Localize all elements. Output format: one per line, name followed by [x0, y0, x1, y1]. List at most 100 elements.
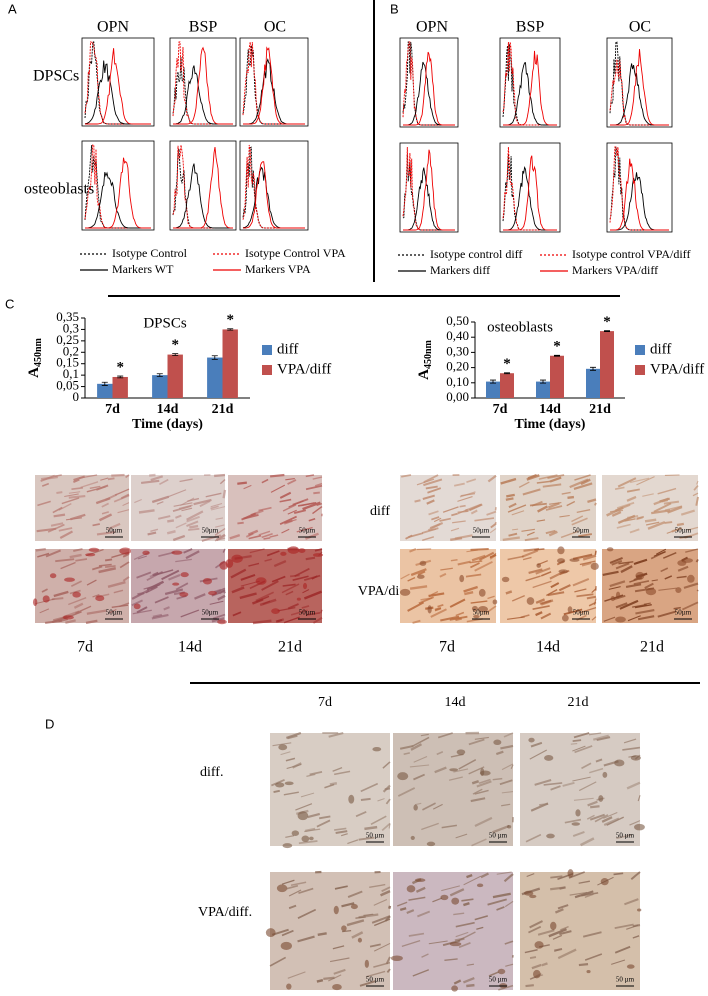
cell: [626, 781, 641, 790]
cell: [596, 736, 611, 742]
cell: [355, 916, 366, 919]
cell: [212, 613, 226, 620]
cell: [164, 588, 184, 596]
cell: [589, 813, 606, 821]
cell: [373, 961, 391, 968]
cell: [421, 822, 439, 831]
cell: [525, 984, 534, 988]
cell: [178, 504, 193, 510]
cell: [501, 791, 514, 794]
scale-bar-label: 50µm: [202, 527, 219, 535]
cell: [574, 745, 593, 754]
cell: [288, 904, 297, 910]
stain-spot: [282, 843, 293, 849]
cell: [458, 942, 471, 949]
cell: [611, 559, 623, 566]
cell: [413, 773, 426, 781]
histogram-curve: [402, 154, 455, 231]
stain-spot: [497, 968, 506, 975]
cell: [319, 815, 331, 820]
cell: [502, 536, 520, 541]
cell: [663, 552, 677, 559]
chart-title: DPSCs: [143, 315, 187, 331]
cell: [107, 580, 126, 588]
cell: [156, 501, 164, 505]
cell: [470, 547, 489, 551]
cell: [290, 881, 307, 887]
cell: [664, 521, 673, 524]
cell: [409, 548, 417, 553]
cell: [549, 476, 562, 483]
scale-bar-label: 50µm: [299, 527, 316, 535]
histogram-curve: [84, 41, 151, 125]
cell: [587, 800, 598, 807]
cell: [525, 833, 542, 843]
histogram-curve: [85, 48, 151, 125]
cell: [143, 584, 159, 590]
cell: [269, 534, 279, 538]
column-label: BSP: [516, 19, 545, 36]
cell: [629, 820, 641, 826]
histogram-frame: [606, 142, 673, 233]
stain-spot: [179, 592, 189, 597]
stain-spot: [550, 921, 557, 931]
stain-spot: [634, 823, 645, 831]
stain-spot: [506, 824, 512, 829]
stain-spot: [333, 905, 339, 915]
stain-spot: [675, 587, 682, 593]
cell: [289, 574, 300, 578]
cell: [210, 506, 226, 511]
row-label: VPA/diff.: [198, 905, 252, 920]
cell: [406, 909, 415, 914]
stain-spot: [569, 558, 580, 562]
cell: [151, 495, 170, 504]
significance-marker: *: [553, 339, 561, 355]
cell: [286, 884, 299, 890]
bar: [600, 331, 614, 398]
cell: [385, 798, 391, 805]
micrograph: [520, 733, 640, 846]
cell: [54, 474, 62, 477]
cell: [428, 592, 445, 598]
cell: [281, 879, 295, 885]
stain-spot: [558, 569, 569, 574]
y-tick-label: 0,25: [56, 332, 79, 347]
stain-spot: [427, 605, 432, 614]
cell: [252, 619, 272, 625]
cell: [158, 515, 171, 520]
cell: [569, 891, 588, 896]
cell: [492, 777, 503, 781]
stain-spot: [265, 928, 276, 938]
cell: [465, 573, 482, 578]
stain-spot: [614, 759, 625, 767]
error-bar: [504, 372, 510, 375]
cell: [581, 762, 592, 770]
cell: [558, 584, 571, 592]
cell: [573, 482, 593, 490]
cell: [696, 589, 699, 592]
cell: [114, 488, 130, 496]
cell: [275, 619, 283, 623]
cell: [149, 473, 156, 477]
cell: [92, 565, 103, 571]
cell: [373, 898, 388, 906]
cell: [687, 526, 699, 531]
cell: [301, 502, 315, 507]
cell: [476, 926, 484, 930]
stain-spot: [399, 588, 411, 596]
cell: [584, 953, 603, 961]
cell: [168, 573, 181, 581]
bar: [486, 381, 500, 398]
x-tick-label: 14d: [539, 402, 561, 417]
stain-spot: [492, 599, 498, 605]
cell: [474, 915, 489, 921]
y-tick-label: 0,10: [446, 374, 469, 389]
cell: [305, 556, 316, 561]
error-bar: [590, 366, 596, 371]
stain-spot: [390, 955, 403, 962]
cell: [457, 560, 471, 566]
cell: [623, 738, 637, 744]
cell: [651, 579, 658, 582]
cell: [522, 488, 541, 496]
stain-spot: [600, 877, 609, 886]
